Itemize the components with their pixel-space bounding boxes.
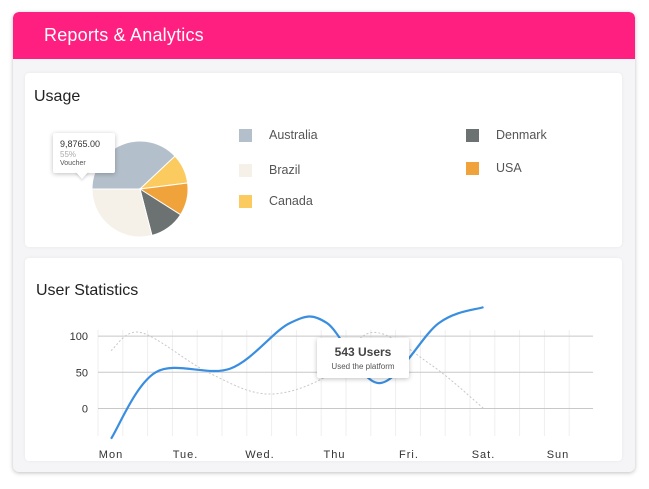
usage-title: Usage xyxy=(34,88,81,105)
y-tick-label: 100 xyxy=(70,331,88,343)
y-tick-label: 0 xyxy=(82,403,88,415)
x-tick-label: Fri. xyxy=(399,449,419,461)
legend-item-usa[interactable]: USA xyxy=(466,161,522,175)
x-tick-label: Mon xyxy=(99,449,123,461)
pie-tooltip: 9,8765.00 55% Voucher xyxy=(53,133,115,173)
user-statistics-title: User Statistics xyxy=(36,282,139,299)
legend-label-brazil: Brazil xyxy=(269,163,301,177)
legend-item-canada[interactable]: Canada xyxy=(239,194,313,208)
legend-swatch-canada xyxy=(239,194,252,208)
legend-label-australia: Australia xyxy=(269,128,318,142)
series-line-primary[interactable] xyxy=(110,306,484,440)
y-tick-label: 50 xyxy=(76,367,88,379)
legend-swatch-australia xyxy=(239,128,252,142)
usage-card: Usage 9,8765.00 55% Voucher Australia Br… xyxy=(25,73,622,247)
line-tooltip-value: 543 Users xyxy=(334,345,392,359)
line-tooltip: 543 Users Used the platform xyxy=(317,338,409,378)
legend-swatch-usa xyxy=(466,161,479,175)
line-tooltip-label: Used the platform xyxy=(331,362,395,371)
legend-label-denmark: Denmark xyxy=(496,128,547,142)
reports-window: Reports & Analytics Usage 9,8765.00 55% … xyxy=(13,12,635,472)
pie-tooltip-percent: 55% xyxy=(60,150,77,159)
pie-tooltip-label: Voucher xyxy=(60,160,86,167)
x-tick-label: Wed. xyxy=(245,449,274,461)
window-titlebar: Reports & Analytics xyxy=(13,12,635,59)
user-statistics-card: User Statistics 0 50 100 Mon Tue. Wed. Thu Fri.… xyxy=(25,258,622,461)
legend-item-denmark[interactable]: Denmark xyxy=(466,128,547,142)
legend-swatch-brazil xyxy=(239,163,252,177)
pie-tooltip-arrow xyxy=(75,171,89,179)
x-tick-label: Sat. xyxy=(472,449,496,461)
series-line-secondary[interactable] xyxy=(110,331,484,409)
pie-slice-brazil[interactable] xyxy=(91,188,153,238)
window-title: Reports & Analytics xyxy=(44,25,204,45)
pie-tooltip-value: 9,8765.00 xyxy=(60,139,101,149)
user-statistics-line-chart[interactable]: 0 50 100 Mon Tue. Wed. Thu Fri. Sat. Sun xyxy=(25,258,622,461)
legend-label-usa: USA xyxy=(496,161,522,175)
legend-item-brazil[interactable]: Brazil xyxy=(239,163,300,177)
legend-item-australia[interactable]: Australia xyxy=(239,128,318,142)
x-tick-label: Thu xyxy=(324,449,346,461)
legend-label-canada: Canada xyxy=(269,194,313,208)
x-tick-label: Tue. xyxy=(173,449,199,461)
x-tick-label: Sun xyxy=(547,449,570,461)
legend-swatch-denmark xyxy=(466,128,479,142)
